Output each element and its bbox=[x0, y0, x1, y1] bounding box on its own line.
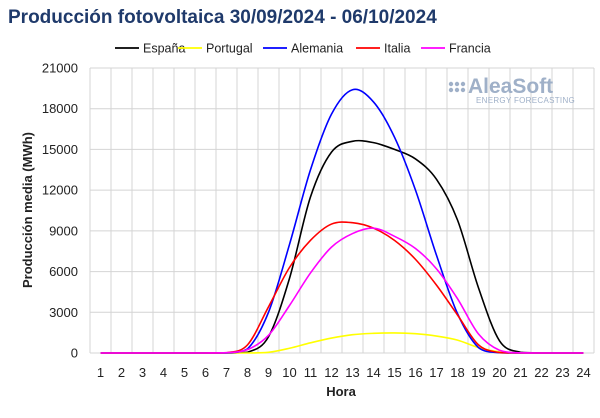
x-tick-label: 14 bbox=[366, 365, 380, 380]
legend: España Portugal Alemania Italia Francia bbox=[115, 42, 491, 56]
x-tick-label: 11 bbox=[304, 365, 318, 380]
legend-item: Portugal bbox=[178, 42, 253, 56]
x-tick-label: 10 bbox=[282, 365, 296, 380]
series-lines bbox=[100, 88, 584, 354]
legend-label: Francia bbox=[449, 42, 491, 56]
chart-title: Producción fotovoltaica 30/09/2024 - 06/… bbox=[8, 7, 437, 28]
logo-dots-icon bbox=[448, 81, 466, 93]
y-tick-label: 9000 bbox=[49, 223, 78, 238]
x-axis-ticks: 1 2 3 4 5 6 7 8 9 10 11 12 13 14 15 16 17 18 19 20 21 22 23 24 bbox=[97, 365, 591, 380]
y-tick-label: 18000 bbox=[42, 101, 78, 116]
x-tick-label: 1 bbox=[97, 365, 104, 380]
gridlines bbox=[89, 67, 595, 354]
x-tick-label: 4 bbox=[160, 365, 167, 380]
x-tick-label: 20 bbox=[492, 365, 506, 380]
x-tick-label: 6 bbox=[202, 365, 209, 380]
x-tick-label: 5 bbox=[181, 365, 188, 380]
legend-item: Italia bbox=[356, 42, 410, 56]
y-tick-label: 6000 bbox=[49, 264, 78, 279]
x-tick-label: 13 bbox=[345, 365, 359, 380]
x-tick-label: 9 bbox=[265, 365, 272, 380]
legend-label: Portugal bbox=[206, 42, 253, 56]
legend-item: España bbox=[115, 42, 185, 56]
x-tick-label: 12 bbox=[324, 365, 338, 380]
x-tick-label: 18 bbox=[450, 365, 464, 380]
legend-label: Alemania bbox=[291, 42, 343, 56]
legend-label: España bbox=[143, 42, 185, 56]
x-tick-label: 24 bbox=[576, 365, 590, 380]
y-tick-label: 0 bbox=[71, 346, 78, 361]
x-tick-label: 2 bbox=[118, 365, 125, 380]
y-tick-label: 15000 bbox=[42, 142, 78, 157]
logo-name: AleaSoft bbox=[468, 75, 553, 98]
x-tick-label: 3 bbox=[139, 365, 146, 380]
x-tick-label: 7 bbox=[223, 365, 230, 380]
y-tick-label: 12000 bbox=[42, 183, 78, 198]
y-axis-label: Producción media (MWh) bbox=[20, 132, 35, 288]
x-tick-label: 23 bbox=[555, 365, 569, 380]
x-tick-label: 16 bbox=[408, 365, 422, 380]
x-axis-label: Hora bbox=[326, 384, 356, 399]
series-line-francia bbox=[100, 227, 584, 354]
logo-tagline: ENERGY FORECASTING bbox=[476, 96, 575, 105]
y-tick-label: 3000 bbox=[49, 305, 78, 320]
x-tick-label: 8 bbox=[244, 365, 251, 380]
x-tick-label: 22 bbox=[534, 365, 548, 380]
x-tick-label: 17 bbox=[429, 365, 443, 380]
legend-item: Francia bbox=[421, 42, 491, 56]
aleasoft-logo: AleaSoft ENERGY FORECASTING bbox=[448, 75, 575, 105]
y-tick-label: 21000 bbox=[42, 61, 78, 76]
y-axis-ticks: 0 3000 6000 9000 12000 15000 18000 21000 bbox=[42, 61, 78, 361]
x-tick-label: 21 bbox=[513, 365, 527, 380]
legend-item: Alemania bbox=[263, 42, 343, 56]
legend-label: Italia bbox=[384, 42, 410, 56]
x-tick-label: 15 bbox=[387, 365, 401, 380]
x-tick-label: 19 bbox=[471, 365, 485, 380]
